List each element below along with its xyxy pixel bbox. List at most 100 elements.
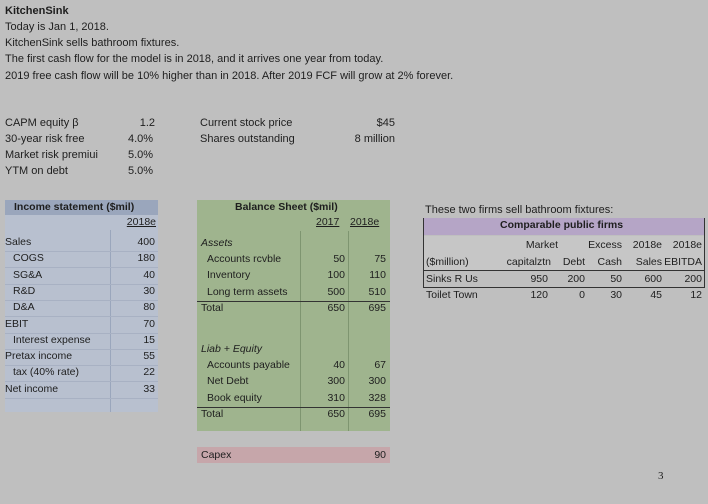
asset-row-label: Long term assets [207, 285, 288, 298]
intro-line: 2019 free cash flow will be 10% higher t… [5, 70, 454, 82]
intro-line: The first cash flow for the model is in … [5, 53, 384, 65]
income-row-value: 180 [137, 252, 155, 265]
liab-total-rule [197, 406, 390, 408]
income-row-label: COGS [13, 252, 44, 265]
balance-col-divider [348, 231, 349, 431]
income-row-value: 30 [143, 284, 155, 297]
liab-row-2018e: 300 [368, 375, 386, 388]
asset-row-2017: 50 [333, 253, 345, 266]
intro-line: Today is Jan 1, 2018. [5, 21, 109, 33]
liab-row-label: Book equity [207, 391, 262, 404]
market-label: Current stock price [200, 117, 293, 129]
liab-row-2018e: 328 [368, 391, 386, 404]
income-row-rule [5, 283, 158, 285]
param-label: 30-year risk free [5, 133, 85, 145]
liab-label: Liab + Equity [201, 343, 263, 355]
comparables-head1-band [423, 236, 705, 253]
income-row-label: Sales [5, 236, 32, 248]
comparables-bottom-rule [423, 287, 705, 288]
income-row-value: 33 [143, 382, 155, 395]
param-value: 5.0% [128, 165, 154, 177]
comparable-ebitda: 200 [684, 273, 702, 285]
income-row-label: Net income [5, 382, 59, 395]
liab-row-label: Accounts payable [207, 359, 290, 372]
income-row-rule [5, 365, 158, 367]
income-row-label: Interest expense [13, 333, 91, 346]
income-title: Income statement ($mil) [14, 201, 135, 213]
income-col-divider [110, 230, 111, 412]
asset-row-2017: 100 [327, 269, 345, 282]
capex-band [197, 447, 390, 463]
balance-header-band [197, 200, 390, 215]
income-row-value: 55 [143, 350, 155, 363]
income-row-value: 22 [143, 366, 155, 379]
liab-row-2017: 40 [333, 359, 345, 372]
income-row-rule [5, 267, 158, 269]
comparable-cap: 120 [530, 289, 548, 301]
income-year: 2018e [126, 216, 156, 228]
liab-total-2018e: 695 [368, 407, 386, 420]
income-row-label: SG&A [13, 268, 43, 281]
comparables-head2: Cash [597, 256, 622, 268]
income-row-value: 80 [143, 301, 155, 314]
assets-total-rule [197, 300, 390, 302]
income-row-rule [5, 251, 158, 252]
comparables-head1: 2018e [632, 239, 662, 251]
page-number: 3 [658, 470, 664, 482]
asset-row-2018e: 110 [369, 269, 386, 282]
income-row-rule [5, 381, 158, 383]
liab-row-2017: 310 [327, 391, 345, 404]
income-row-value: 15 [143, 333, 155, 346]
liab-total-label: Total [201, 407, 224, 420]
income-header-band [5, 200, 158, 215]
comparables-head1: Excess [588, 239, 622, 251]
assets-total-2017: 650 [327, 301, 345, 314]
asset-row-label: Inventory [207, 269, 251, 282]
asset-row-label: Accounts rcvble [207, 253, 282, 266]
balance-year-2017: 2017 [316, 216, 340, 228]
asset-row-2018e: 510 [368, 285, 386, 298]
liab-row-2018e: 67 [374, 359, 386, 372]
param-value: 1.2 [139, 117, 155, 129]
liab-row-label: Net Debt [207, 375, 249, 388]
comparables-title-band [423, 218, 705, 235]
comparables-head2: capitalztn [506, 256, 551, 268]
assets-label: Assets [201, 237, 233, 249]
document-title: KitchenSink [5, 5, 69, 17]
param-label: CAPM equity β [5, 117, 79, 129]
comparables-head2-band [423, 253, 705, 270]
comparables-head1: 2018e [672, 239, 702, 251]
balance-col-divider [300, 231, 301, 431]
liab-row-2017: 300 [327, 375, 345, 388]
comparables-intro: These two firms sell bathroom fixtures: [425, 204, 614, 216]
asset-row-2017: 500 [327, 285, 345, 298]
comparable-sales: 45 [650, 289, 662, 301]
market-value: 8 million [354, 133, 395, 145]
param-label: YTM on debt [5, 165, 68, 177]
asset-row-2018e: 75 [374, 253, 386, 266]
comparables-head-rule [423, 270, 705, 271]
assets-total-2018e: 695 [368, 301, 386, 314]
liab-total-2017: 650 [327, 407, 345, 420]
intro-line: KitchenSink sells bathroom fixtures. [5, 37, 180, 49]
balance-year-2018e: 2018e [350, 216, 380, 228]
income-row-label: R&D [13, 284, 36, 297]
comparables-head2: Sales [635, 256, 662, 268]
comparable-sales: 600 [644, 273, 662, 285]
market-label: Shares outstanding [200, 133, 295, 145]
comparables-right-border [704, 218, 705, 288]
income-row-value: 400 [137, 236, 155, 248]
comparables-head1: Market [525, 239, 558, 251]
comparable-ebitda: 12 [690, 289, 702, 301]
comparable-cash: 30 [610, 289, 622, 301]
income-row-label: D&A [13, 301, 35, 314]
income-row-label: tax (40% rate) [13, 366, 79, 379]
income-row-rule [5, 332, 158, 334]
comparable-cash: 50 [610, 273, 622, 285]
comparable-cap: 950 [530, 273, 548, 285]
comparables-title: Comparable public firms [500, 219, 624, 231]
comparables-head2: ($million) [426, 256, 469, 268]
comparables-head2: Debt [562, 256, 585, 268]
income-row-label: Pretax income [5, 350, 73, 363]
comparable-firm-name: Toilet Town [426, 289, 478, 301]
